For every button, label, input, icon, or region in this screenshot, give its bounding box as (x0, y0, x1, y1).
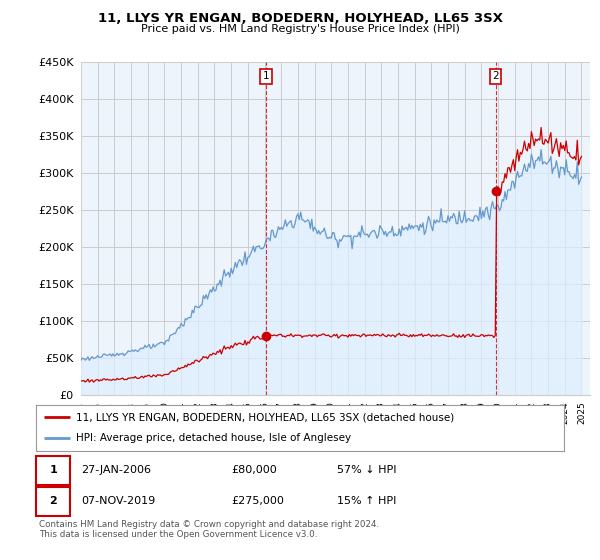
Text: Contains HM Land Registry data © Crown copyright and database right 2024.
This d: Contains HM Land Registry data © Crown c… (39, 520, 379, 539)
Text: 2: 2 (49, 496, 57, 506)
Text: HPI: Average price, detached house, Isle of Anglesey: HPI: Average price, detached house, Isle… (76, 433, 351, 444)
Text: Price paid vs. HM Land Registry's House Price Index (HPI): Price paid vs. HM Land Registry's House … (140, 24, 460, 34)
Text: 27-JAN-2006: 27-JAN-2006 (81, 465, 151, 475)
Text: 1: 1 (49, 465, 57, 475)
Text: 07-NOV-2019: 07-NOV-2019 (81, 496, 155, 506)
Text: 11, LLYS YR ENGAN, BODEDERN, HOLYHEAD, LL65 3SX: 11, LLYS YR ENGAN, BODEDERN, HOLYHEAD, L… (97, 12, 503, 25)
Text: 2: 2 (492, 72, 499, 81)
FancyBboxPatch shape (36, 487, 70, 516)
Text: 1: 1 (262, 72, 269, 81)
Text: £275,000: £275,000 (232, 496, 284, 506)
Text: £80,000: £80,000 (232, 465, 277, 475)
FancyBboxPatch shape (36, 456, 70, 485)
Text: 11, LLYS YR ENGAN, BODEDERN, HOLYHEAD, LL65 3SX (detached house): 11, LLYS YR ENGAN, BODEDERN, HOLYHEAD, L… (76, 412, 454, 422)
Text: 57% ↓ HPI: 57% ↓ HPI (337, 465, 397, 475)
Text: 15% ↑ HPI: 15% ↑ HPI (337, 496, 397, 506)
